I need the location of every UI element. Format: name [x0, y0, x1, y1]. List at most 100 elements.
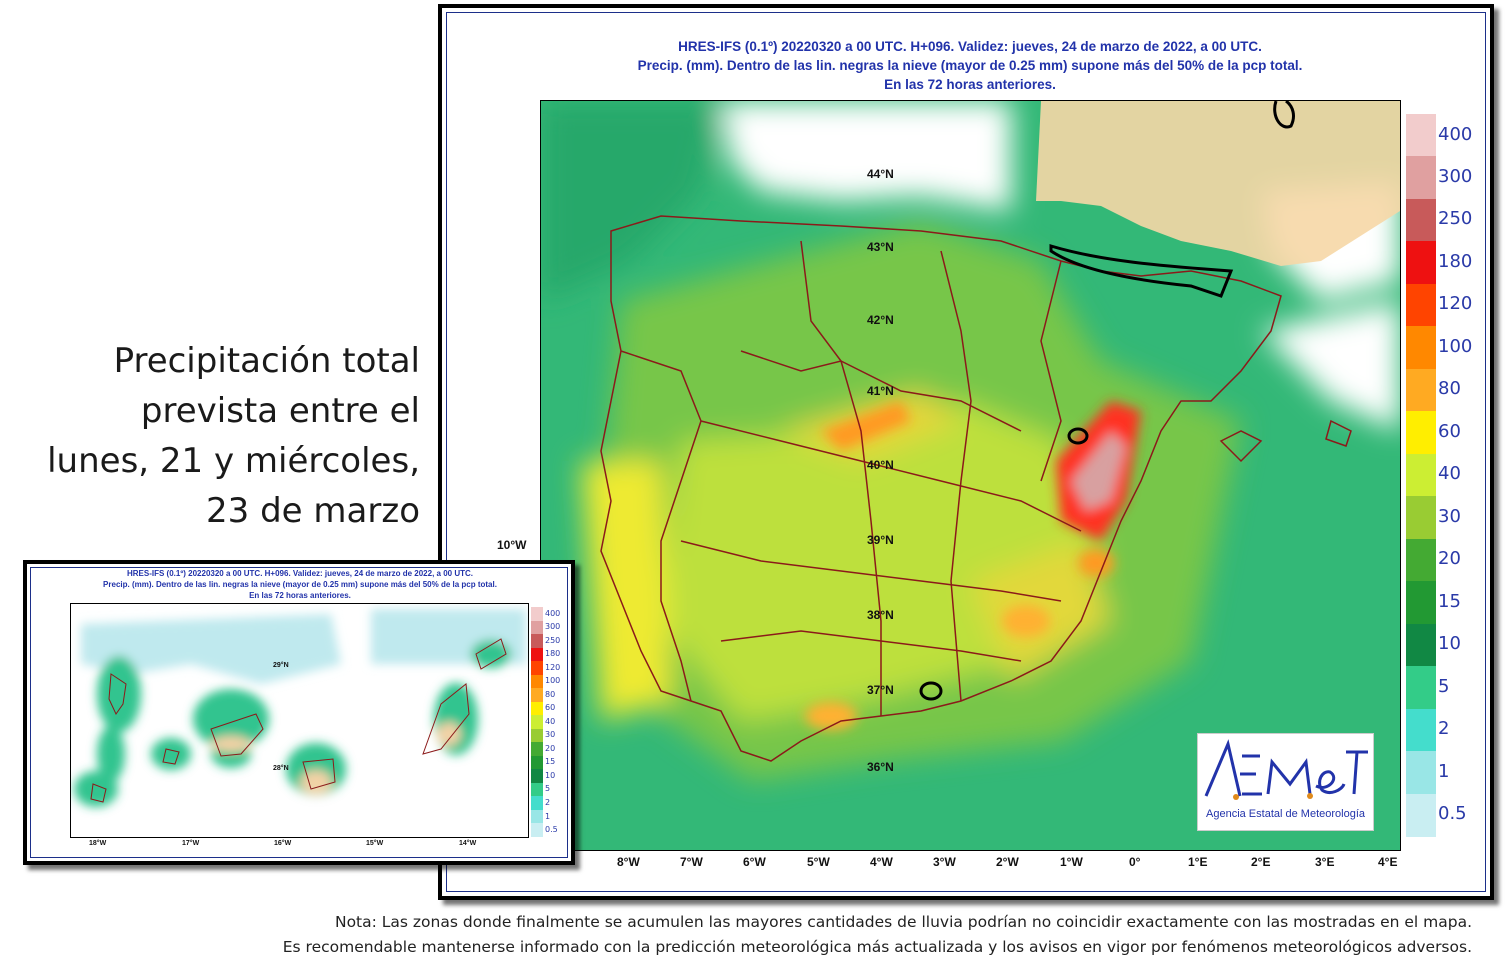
inset-precip-map [70, 603, 529, 838]
main-legend [1406, 114, 1436, 837]
lon-label: 1°W [1060, 855, 1083, 869]
legend-swatch [1406, 751, 1436, 795]
legend-swatch [531, 755, 543, 770]
lon-label: 7°W [680, 855, 703, 869]
legend-swatch [1406, 453, 1436, 497]
inset-island-outlines [90, 638, 507, 803]
legend-level-label: 300 [545, 622, 561, 632]
legend-level-label: 5 [545, 784, 551, 794]
legend-level-label: 80 [1438, 378, 1461, 400]
lon-label: 3°W [933, 855, 956, 869]
legend-level-label: 180 [1438, 250, 1473, 272]
legend-level-label: 60 [1438, 420, 1461, 442]
lon-label: 2°W [996, 855, 1019, 869]
aemet-logo-caption: Agencia Estatal de Meteorología [1206, 808, 1365, 820]
lat-label: 37°N [867, 683, 894, 697]
legend-swatch [1406, 623, 1436, 667]
legend-swatch [531, 661, 543, 676]
inset-map-title-line: HRES-IFS (0.1º) 20220320 a 00 UTC. H+096… [127, 569, 473, 578]
inset-lon-label: 17°W [182, 840, 200, 847]
lat-label: 36°N [867, 760, 894, 774]
inset-lon-label: 16°W [274, 840, 292, 847]
heavy-precip-cores [805, 401, 1141, 730]
legend-level-label: 300 [1438, 166, 1473, 187]
forecast-note: Nota: Las zonas donde finalmente se acum… [283, 910, 1472, 960]
legend-swatch [1406, 666, 1436, 710]
legend-level-label: 1 [1438, 760, 1450, 782]
inset-lon-label: 18°W [89, 840, 107, 847]
orange-core-south [805, 702, 857, 730]
note-line: Nota: Las zonas donde finalmente se acum… [334, 913, 1472, 931]
legend-swatch [531, 715, 543, 730]
main-map-title-line: En las 72 horas anteriores. [884, 77, 1056, 92]
lat-label: 42°N [867, 313, 894, 327]
legend-level-label: 15 [545, 757, 556, 767]
legend-swatch [1406, 708, 1436, 752]
legend-swatch [1406, 411, 1436, 455]
inset-map-title-line: En las 72 horas anteriores. [249, 591, 351, 600]
legend-swatch [1406, 793, 1436, 837]
legend-swatch [1406, 326, 1436, 370]
legend-level-label: 0.5 [1438, 803, 1467, 825]
inset-map-frame [30, 567, 568, 858]
lat-label: 44°N [867, 167, 894, 181]
legend-level-label: 1 [545, 811, 551, 821]
orange-core-center [821, 401, 911, 451]
legend-level-label: 30 [545, 730, 556, 740]
legend-swatch [1406, 496, 1436, 540]
main-map-title-line: Precip. (mm). Dentro de las lin. negras … [637, 58, 1303, 73]
dry-area-north [721, 101, 1011, 211]
orange-core-valencia [1078, 549, 1114, 577]
inset-legend [531, 607, 543, 838]
legend-level-label: 100 [1438, 335, 1473, 357]
inset-lat-label: 29°N [273, 662, 289, 669]
dry-france [1036, 101, 1400, 266]
legend-swatch [531, 607, 543, 621]
legend-level-label: 80 [545, 689, 556, 699]
legend-swatch [1406, 368, 1436, 412]
legend-level-label: 30 [1438, 505, 1461, 527]
legend-level-label: 2 [1438, 718, 1450, 740]
inset-lat-label: 28°N [273, 765, 289, 772]
legend-swatch [531, 796, 543, 811]
inset-map-title-line: Precip. (mm). Dentro de las lin. negras … [103, 580, 497, 589]
lon-label: 8°W [617, 855, 640, 869]
legend-swatch [1406, 241, 1436, 285]
legend-level-label: 5 [1438, 675, 1450, 697]
headline-line: lunes, 21 y miércoles, [47, 441, 420, 481]
lat-label: 39°N [867, 533, 894, 547]
legend-level-label: 250 [1438, 208, 1473, 230]
west-yellow-field [581, 461, 671, 721]
legend-level-label: 10 [545, 770, 556, 780]
land-yellowgreen-field [661, 401, 1101, 721]
headline: Precipitación total prevista entre el lu… [20, 336, 420, 536]
inset-lon-label: 15°W [366, 840, 384, 847]
legend-level-label: 40 [1438, 463, 1461, 485]
legend-level-label: 15 [1438, 590, 1461, 612]
legend-swatch [531, 647, 543, 662]
headline-line: 23 de marzo [206, 491, 420, 531]
headline-line: Precipitación total [113, 341, 420, 381]
lon-label: 10°W [497, 538, 527, 552]
legend-level-label: 60 [545, 703, 556, 713]
legend-level-label: 40 [545, 716, 556, 726]
legend-level-label: 100 [545, 676, 561, 686]
legend-swatch [1406, 538, 1436, 582]
legend-level-label: 0.5 [545, 825, 558, 835]
lat-label: 40°N [867, 458, 894, 472]
legend-level-label: 2 [545, 797, 551, 807]
inset-precip-map-svg [71, 604, 528, 837]
aemet-logo: Agencia Estatal de Meteorología [1197, 733, 1374, 831]
legend-level-label: 120 [545, 662, 561, 672]
legend-swatch [531, 809, 543, 824]
lon-label: 3°E [1315, 855, 1335, 869]
legend-swatch [531, 742, 543, 757]
lat-label: 38°N [867, 608, 894, 622]
note-line: Es recomendable mantenerse informado con… [282, 938, 1472, 956]
legend-swatch [531, 782, 543, 797]
legend-swatch [1406, 198, 1436, 242]
wet-area-atlantic [541, 101, 721, 301]
legend-level-label: 20 [545, 743, 556, 753]
inset-map-title: HRES-IFS (0.1º) 20220320 a 00 UTC. H+096… [40, 568, 560, 601]
legend-swatch [1406, 581, 1436, 625]
